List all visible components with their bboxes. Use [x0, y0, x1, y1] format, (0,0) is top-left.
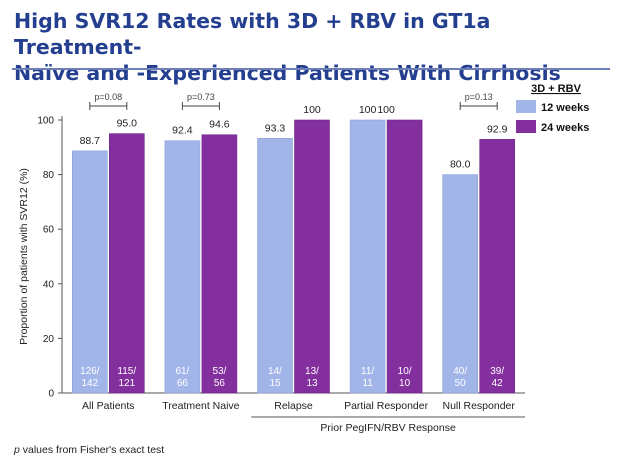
title-line-2: Naïve and -Experienced Patients With Cir…: [14, 61, 561, 85]
n-label-top: 13/: [305, 366, 319, 377]
y-tick-label: 80: [43, 170, 55, 181]
n-label-top: 126/: [80, 366, 100, 377]
x-tick-label-all-patients: All Patients: [82, 400, 135, 412]
data-label: 80.0: [450, 159, 471, 171]
n-label-bottom: 42: [492, 378, 504, 389]
x-tick-label-null-responder: Null Responder: [443, 400, 516, 412]
pvalue-label: p=0.73: [187, 92, 215, 102]
x-tick-label-treatment-naive: Treatment Naive: [162, 400, 239, 412]
n-label-bottom: 50: [455, 378, 467, 389]
y-axis-label: Proportion of patients with SVR12 (%): [18, 168, 30, 345]
bar-24-weeks-partial-responder: [386, 119, 423, 394]
legend-title: 3D + RBV: [531, 83, 581, 95]
data-label: 93.3: [265, 122, 286, 134]
bar-24-weeks-all-patients: [109, 133, 145, 394]
n-label-top: 53/: [212, 366, 226, 377]
bar-12-weeks-relapse: [257, 137, 293, 394]
data-label: 92.9: [487, 123, 508, 135]
bar-24-weeks-null-responder: [479, 139, 516, 394]
title-divider: [12, 68, 610, 70]
data-label: 92.4: [172, 125, 193, 137]
n-label-bottom: 121: [118, 378, 135, 389]
y-tick-label: 0: [48, 389, 54, 400]
bar-24-weeks-relapse: [294, 119, 330, 394]
n-label-bottom: 56: [214, 378, 226, 389]
pvalue-label: p=0.08: [94, 92, 122, 102]
y-tick-label: 20: [43, 334, 55, 345]
pvalue-label: p=0.13: [465, 92, 493, 102]
x-tick-label-partial-responder: Partial Responder: [344, 400, 429, 412]
n-label-top: 61/: [175, 366, 189, 377]
bar-12-weeks-null-responder: [442, 174, 479, 394]
legend-swatch-12-weeks: [516, 100, 536, 113]
n-label-top: 40/: [453, 366, 467, 377]
legend-label-12-weeks: 12 weeks: [541, 102, 589, 114]
data-label: 95.0: [117, 118, 138, 130]
bar-12-weeks-all-patients: [72, 150, 108, 394]
n-label-bottom: 66: [177, 378, 189, 389]
bar-12-weeks-treatment-naive: [164, 140, 201, 394]
group-label: Prior PegIFN/RBV Response: [320, 422, 456, 434]
n-label-bottom: 15: [269, 378, 281, 389]
data-label: 100: [359, 104, 377, 116]
footnote-text: values from Fisher's exact test: [19, 444, 165, 456]
data-label: 100: [377, 104, 395, 116]
bar-24-weeks-treatment-naive: [201, 134, 238, 394]
n-label-top: 11/: [361, 366, 374, 377]
n-label-top: 14/: [268, 366, 282, 377]
data-label: 88.7: [80, 135, 101, 147]
data-label: 100: [303, 104, 321, 116]
x-tick-label-relapse: Relapse: [274, 400, 313, 412]
footnote: p values from Fisher's exact test: [14, 444, 164, 456]
legend-swatch-24-weeks: [516, 120, 536, 133]
n-label-top: 39/: [490, 366, 504, 377]
y-tick-label: 40: [43, 279, 55, 290]
n-label-bottom: 142: [81, 378, 98, 389]
y-tick-label: 60: [43, 225, 55, 236]
n-label-bottom: 11: [362, 378, 373, 389]
legend-label-24-weeks: 24 weeks: [541, 122, 589, 134]
n-label-top: 115/: [117, 366, 136, 377]
bar-12-weeks-partial-responder: [349, 119, 386, 394]
footnote-p: p: [14, 444, 20, 456]
y-tick-label: 100: [37, 116, 54, 127]
n-label-top: 10/: [398, 366, 412, 377]
n-label-bottom: 10: [399, 378, 411, 389]
data-label: 94.6: [209, 119, 230, 131]
n-label-bottom: 13: [306, 378, 318, 389]
title-line-1: High SVR12 Rates with 3D + RBV in GT1a T…: [14, 9, 491, 59]
slide-title: High SVR12 Rates with 3D + RBV in GT1a T…: [14, 8, 614, 86]
